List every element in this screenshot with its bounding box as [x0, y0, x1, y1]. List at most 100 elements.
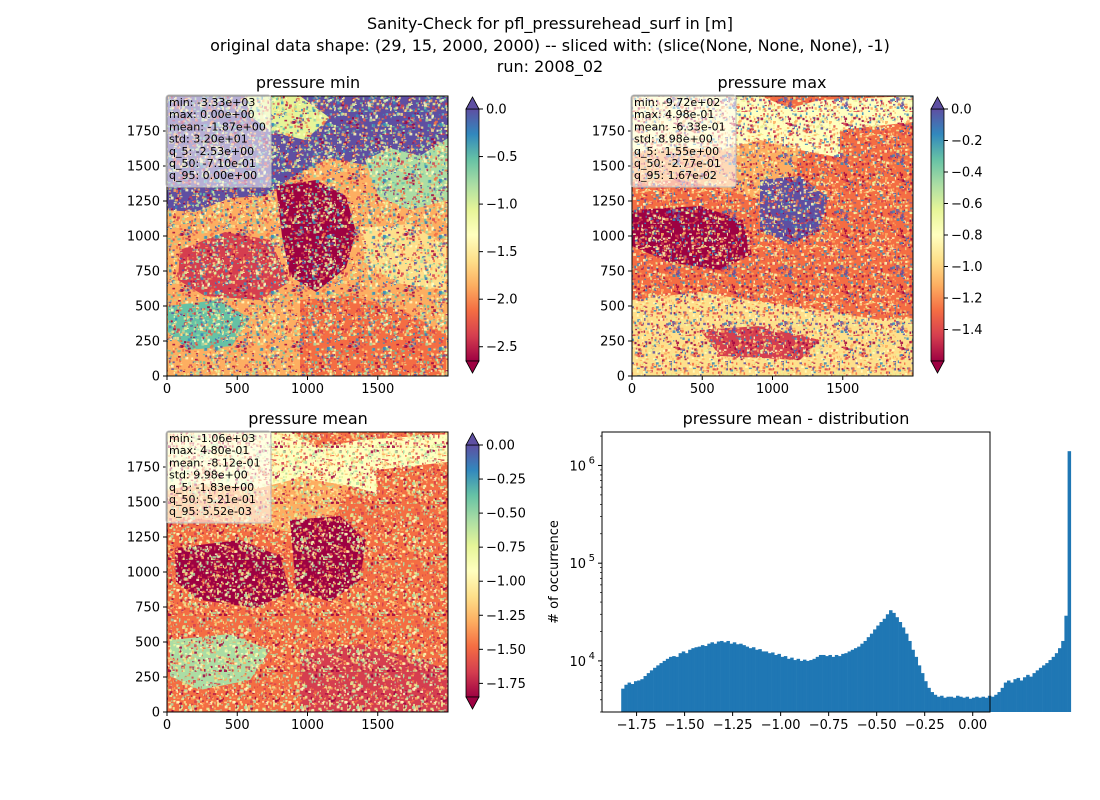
stats-line: max: 4.80e-01: [169, 444, 249, 457]
histogram-bar: [1035, 670, 1040, 712]
histogram-bar: [914, 656, 919, 712]
histogram-bar: [956, 695, 960, 712]
histogram-bar: [758, 649, 762, 712]
histogram-bar: [879, 622, 883, 712]
stats-line: min: -1.06e+03: [169, 432, 255, 445]
histogram-x-tick-label: −0.25: [905, 718, 945, 733]
colorbar-tick-label: −1.4: [951, 323, 983, 338]
histogram-bar: [873, 629, 877, 712]
histogram-bar: [656, 665, 660, 712]
histogram-y-tick-exponent: 6: [589, 455, 595, 466]
map-x-tick-label: 500: [225, 382, 250, 397]
histogram-bar: [761, 651, 765, 712]
histogram-bar: [672, 656, 676, 712]
colorbar-pressure-max: 0.0 −0.2 −0.4 −0.6 −0.8 −1.0 −1.2 −1.4: [930, 96, 983, 374]
colorbar-extend-top: [465, 432, 480, 446]
colorbar-extend-bottom: [930, 360, 945, 374]
histogram-bar: [751, 647, 756, 712]
histogram-y-tick-label: 10: [569, 459, 586, 474]
histogram-bar: [633, 681, 638, 712]
histogram-x-tick-label: −1.25: [713, 718, 753, 733]
histogram-bar: [809, 660, 813, 712]
histogram-bar: [971, 697, 976, 712]
histogram-bar: [787, 658, 791, 712]
histogram-bar: [1067, 451, 1072, 712]
histogram-x-tick-label: −0.75: [809, 718, 849, 733]
stats-line: q_5: -1.55e+00: [634, 145, 719, 158]
figure-title-line-3: run: 2008_02: [497, 57, 603, 77]
histogram-bar: [653, 667, 657, 712]
stats-line: std: 9.98e+00: [169, 469, 248, 482]
colorbar-tick-label: −0.75: [486, 541, 526, 556]
stats-line: mean: -6.33e-01: [634, 120, 726, 133]
histogram-bar: [908, 640, 912, 712]
panel-title-pressure-max: pressure max: [717, 73, 826, 92]
histogram-bar: [943, 697, 947, 712]
histogram-bar: [1007, 680, 1011, 712]
map-y-tick-label: 1250: [127, 195, 160, 210]
histogram-bar: [952, 697, 957, 712]
histogram-bar: [927, 687, 931, 712]
panel-title-pressure-mean: pressure mean: [248, 409, 368, 428]
colorbar-tick-label: −0.2: [951, 134, 983, 149]
map-y-tick-label: 1500: [127, 496, 160, 511]
histogram-bar: [815, 656, 820, 712]
map-y-tick-label: 500: [135, 636, 160, 651]
histogram-bar: [748, 648, 753, 712]
map-y-tick-label: 500: [135, 300, 160, 315]
histogram-bar: [844, 653, 848, 712]
map-y-axis-pressure-min: 0 250 500 750 1000 1250 1500 1750: [127, 125, 167, 385]
stats-line: mean: -8.12e-01: [169, 456, 261, 469]
histogram-bar: [920, 673, 925, 712]
histogram-bar: [898, 622, 903, 712]
map-y-tick-label: 500: [600, 300, 625, 315]
histogram-bar: [876, 625, 880, 712]
histogram-bar: [901, 627, 906, 712]
histogram-bar: [726, 640, 730, 712]
map-x-tick-label: 1500: [361, 718, 394, 733]
histogram-bar: [1026, 674, 1030, 712]
histogram-bar: [818, 654, 823, 712]
map-x-tick-label: 0: [163, 718, 171, 733]
colorbar-extend-bottom: [465, 360, 480, 374]
histogram-bar: [917, 665, 922, 712]
histogram-bar: [838, 656, 842, 712]
histogram-bar: [978, 697, 982, 712]
histogram-bar: [764, 651, 769, 712]
panel-pressure-min: pressure min 0 500 1000 1500 0 250 500 750 1000…: [127, 73, 518, 397]
histogram-bar: [1019, 680, 1024, 712]
histogram-bar: [863, 640, 868, 712]
histogram-bar: [831, 656, 836, 712]
histogram-bar: [1032, 673, 1037, 712]
map-x-tick-label: 0: [163, 382, 171, 397]
histogram-title: pressure mean - distribution: [683, 409, 910, 428]
histogram-bar: [796, 658, 801, 712]
map-x-tick-label: 1000: [291, 382, 324, 397]
map-y-tick-label: 1750: [127, 461, 160, 476]
histogram-bar: [771, 652, 775, 712]
colorbar-tick-label: −2.0: [486, 293, 518, 308]
histogram-panel: pressure mean - distribution −1.75 −1.50−…: [547, 409, 1072, 733]
histogram-bar: [621, 688, 625, 712]
histogram-bar: [710, 642, 714, 712]
histogram-bar: [1042, 665, 1046, 712]
histogram-bar: [1010, 682, 1014, 712]
panel-pressure-mean: pressure mean 0 500 1000 1500 0 250 500 750 100…: [127, 409, 526, 733]
histogram-bar: [1061, 640, 1065, 712]
map-y-tick-label: 1500: [592, 160, 625, 175]
histogram-bar: [662, 660, 667, 712]
histogram-bar: [713, 643, 718, 712]
map-y-tick-label: 0: [617, 370, 625, 385]
stats-line: max: 4.98e-01: [634, 108, 714, 121]
colorbar-tick-label: −0.6: [951, 197, 983, 212]
map-x-axis-pressure-max: 0 500 1000 1500: [628, 376, 859, 397]
map-x-axis-pressure-mean: 0 500 1000 1500: [163, 712, 394, 733]
histogram-frame: [601, 431, 991, 713]
histogram-bar: [774, 654, 778, 712]
histogram-bar: [649, 670, 654, 712]
colorbar-body: [930, 108, 945, 362]
map-x-tick-label: 500: [690, 382, 715, 397]
